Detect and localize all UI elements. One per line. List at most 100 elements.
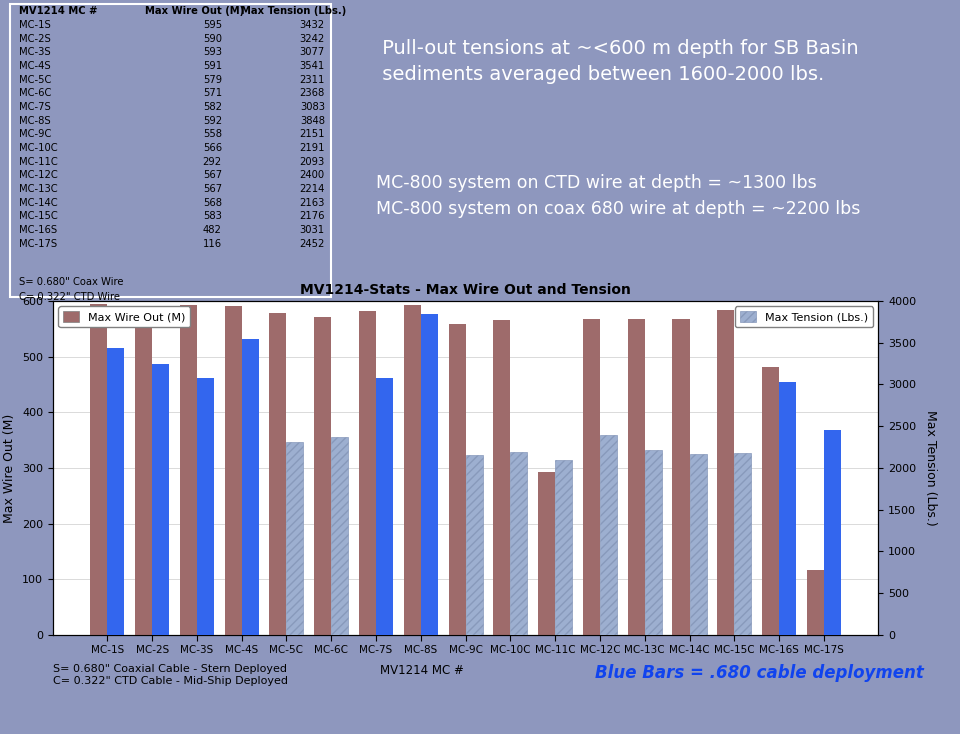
Title: MV1214-Stats - Max Wire Out and Tension: MV1214-Stats - Max Wire Out and Tension (300, 283, 631, 297)
Text: MC-10C: MC-10C (19, 143, 58, 153)
Text: 593: 593 (203, 48, 222, 57)
Bar (152, 364, 169, 635)
Text: MC-13C: MC-13C (19, 184, 58, 194)
Text: MC-7S: MC-7S (19, 102, 51, 112)
Y-axis label: Max Wire Out (M): Max Wire Out (M) (4, 413, 16, 523)
Bar (314, 317, 331, 635)
Text: 592: 592 (203, 116, 222, 126)
Bar (824, 430, 841, 635)
Text: S= 0.680" Coaxial Cable - Stern Deployed
C= 0.322" CTD Cable - Mid-Ship Deployed: S= 0.680" Coaxial Cable - Stern Deployed… (53, 664, 288, 686)
Text: 2214: 2214 (300, 184, 324, 194)
Text: MC-16S: MC-16S (19, 225, 58, 235)
Bar (404, 305, 420, 635)
Text: MV1214 MC #: MV1214 MC # (19, 7, 98, 16)
Text: MC-800 system on CTD wire at depth = ~1300 lbs
MC-800 system on coax 680 wire at: MC-800 system on CTD wire at depth = ~13… (376, 174, 860, 218)
Bar (493, 320, 511, 635)
Text: 2400: 2400 (300, 170, 324, 181)
Text: MC-1S: MC-1S (19, 20, 51, 30)
Bar (717, 310, 734, 635)
Bar (270, 313, 286, 635)
Text: 3848: 3848 (300, 116, 324, 126)
Bar (420, 313, 438, 635)
Text: 558: 558 (203, 129, 222, 139)
Text: C= 0.322" CTD Wire: C= 0.322" CTD Wire (19, 292, 120, 302)
Text: Pull-out tensions at ~<600 m depth for SB Basin
 sediments averaged between 1600: Pull-out tensions at ~<600 m depth for S… (376, 39, 858, 84)
Text: S= 0.680" Coax Wire: S= 0.680" Coax Wire (19, 277, 124, 287)
Text: MV1214 MC #: MV1214 MC # (380, 664, 465, 677)
Text: MC-17S: MC-17S (19, 239, 58, 249)
Bar (376, 377, 393, 635)
Text: 292: 292 (203, 156, 222, 167)
Text: 583: 583 (203, 211, 222, 221)
Text: MC-5C: MC-5C (19, 75, 52, 84)
Text: 568: 568 (203, 197, 222, 208)
Bar (90, 304, 108, 635)
Bar (539, 473, 555, 635)
Text: 3031: 3031 (300, 225, 324, 235)
Text: 591: 591 (203, 61, 222, 71)
Bar (583, 319, 600, 635)
Bar (673, 319, 689, 635)
Text: 2368: 2368 (300, 88, 324, 98)
Text: MC-2S: MC-2S (19, 34, 51, 44)
Text: MC-6C: MC-6C (19, 88, 52, 98)
Text: Max Tension (Lbs.): Max Tension (Lbs.) (241, 7, 347, 16)
Bar (600, 435, 617, 635)
Text: 2176: 2176 (300, 211, 324, 221)
Text: 2151: 2151 (300, 129, 324, 139)
Text: 582: 582 (203, 102, 222, 112)
Text: 2191: 2191 (300, 143, 324, 153)
Bar (225, 306, 242, 635)
Text: 2452: 2452 (300, 239, 324, 249)
Text: 2311: 2311 (300, 75, 324, 84)
Text: 3242: 3242 (300, 34, 324, 44)
Text: MC-14C: MC-14C (19, 197, 58, 208)
Bar (135, 307, 152, 635)
Bar (645, 450, 661, 635)
Text: 2163: 2163 (300, 197, 324, 208)
Text: Max Wire Out (M): Max Wire Out (M) (145, 7, 244, 16)
Text: MC-12C: MC-12C (19, 170, 58, 181)
Legend: Max Wire Out (M): Max Wire Out (M) (59, 307, 190, 327)
Text: 571: 571 (203, 88, 222, 98)
Legend: Max Tension (Lbs.): Max Tension (Lbs.) (735, 307, 873, 327)
Text: 3077: 3077 (300, 48, 324, 57)
Text: MC-4S: MC-4S (19, 61, 51, 71)
Bar (242, 339, 258, 635)
Text: 579: 579 (203, 75, 222, 84)
Bar (806, 570, 824, 635)
Text: 595: 595 (203, 20, 222, 30)
Text: 590: 590 (203, 34, 222, 44)
Bar (689, 454, 707, 635)
Text: 3432: 3432 (300, 20, 324, 30)
Text: 567: 567 (203, 184, 222, 194)
Text: MC-3S: MC-3S (19, 48, 51, 57)
Bar (331, 437, 348, 635)
Text: 2093: 2093 (300, 156, 324, 167)
Text: 482: 482 (203, 225, 222, 235)
Text: MC-11C: MC-11C (19, 156, 58, 167)
Text: 3541: 3541 (300, 61, 324, 71)
Bar (628, 319, 645, 635)
Bar (762, 366, 780, 635)
Text: MC-8S: MC-8S (19, 116, 51, 126)
Bar (780, 382, 796, 635)
Text: MC-15C: MC-15C (19, 211, 58, 221)
Bar (511, 452, 527, 635)
Bar (448, 324, 466, 635)
Bar (180, 305, 197, 635)
Y-axis label: Max Tension (Lbs.): Max Tension (Lbs.) (924, 410, 937, 526)
Text: 567: 567 (203, 170, 222, 181)
Bar (359, 311, 376, 635)
Bar (108, 349, 125, 635)
Text: Blue Bars = .680 cable deployment: Blue Bars = .680 cable deployment (595, 664, 924, 683)
Text: 116: 116 (203, 239, 222, 249)
Text: 566: 566 (203, 143, 222, 153)
Bar (466, 455, 483, 635)
Bar (734, 453, 752, 635)
Bar (286, 442, 303, 635)
Bar (555, 460, 572, 635)
Text: 3083: 3083 (300, 102, 324, 112)
Text: MC-9C: MC-9C (19, 129, 52, 139)
Bar (197, 378, 214, 635)
